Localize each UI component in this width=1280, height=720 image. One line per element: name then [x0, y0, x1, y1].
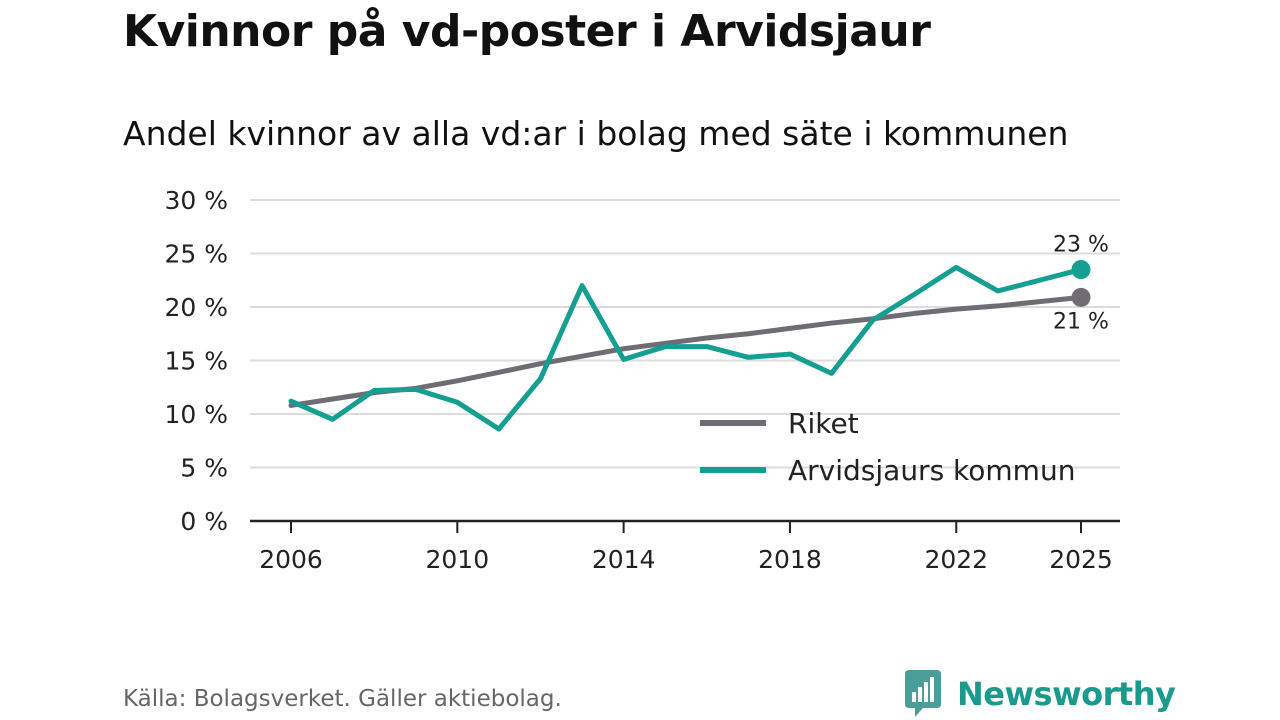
end-label-riket: 21 % [1053, 309, 1109, 334]
x-tick-label: 2010 [426, 545, 490, 574]
x-tick-label: 2022 [924, 545, 988, 574]
legend-label-riket: Riket [788, 407, 859, 440]
legend-label-kommun: Arvidsjaurs kommun [788, 454, 1075, 487]
brand-name: Newsworthy [957, 675, 1176, 713]
series-lines: 21 % 23 % [288, 233, 1109, 432]
y-tick-label: 0 % [180, 507, 228, 536]
y-tick-label: 15 % [164, 347, 228, 376]
chart-title: Kvinnor på vd-poster i Arvidsjaur [123, 6, 931, 57]
legend: Riket Arvidsjaurs kommun [700, 407, 1075, 487]
end-point-riket [1071, 287, 1091, 307]
y-tick-label: 5 % [180, 454, 228, 483]
brand: Newsworthy [903, 670, 1176, 718]
y-tick-label: 20 % [164, 293, 228, 322]
x-tick-label: 2018 [758, 545, 822, 574]
y-tick-label: 30 % [164, 186, 228, 215]
source-note: Källa: Bolagsverket. Gäller aktiebolag. [123, 686, 562, 712]
newsworthy-logo-icon [905, 670, 941, 717]
x-tick-label: 2014 [592, 545, 656, 574]
x-tick-label: 2006 [259, 545, 323, 574]
y-axis-ticks: 0 % 5 % 10 % 15 % 20 % 25 % 30 % [164, 186, 228, 536]
series-line-kommun [288, 264, 1084, 432]
end-label-kommun: 23 % [1053, 233, 1109, 258]
y-tick-label: 10 % [164, 400, 228, 429]
x-tick-label: 2025 [1049, 545, 1113, 574]
end-point-kommun [1071, 260, 1091, 280]
series-line-riket [288, 294, 1084, 408]
grid-lines [250, 199, 1120, 469]
x-axis-ticks: 2006 2010 2014 2018 2022 2025 [259, 521, 1113, 574]
chart-subtitle: Andel kvinnor av alla vd:ar i bolag med … [123, 114, 1069, 153]
y-tick-label: 25 % [164, 240, 228, 269]
